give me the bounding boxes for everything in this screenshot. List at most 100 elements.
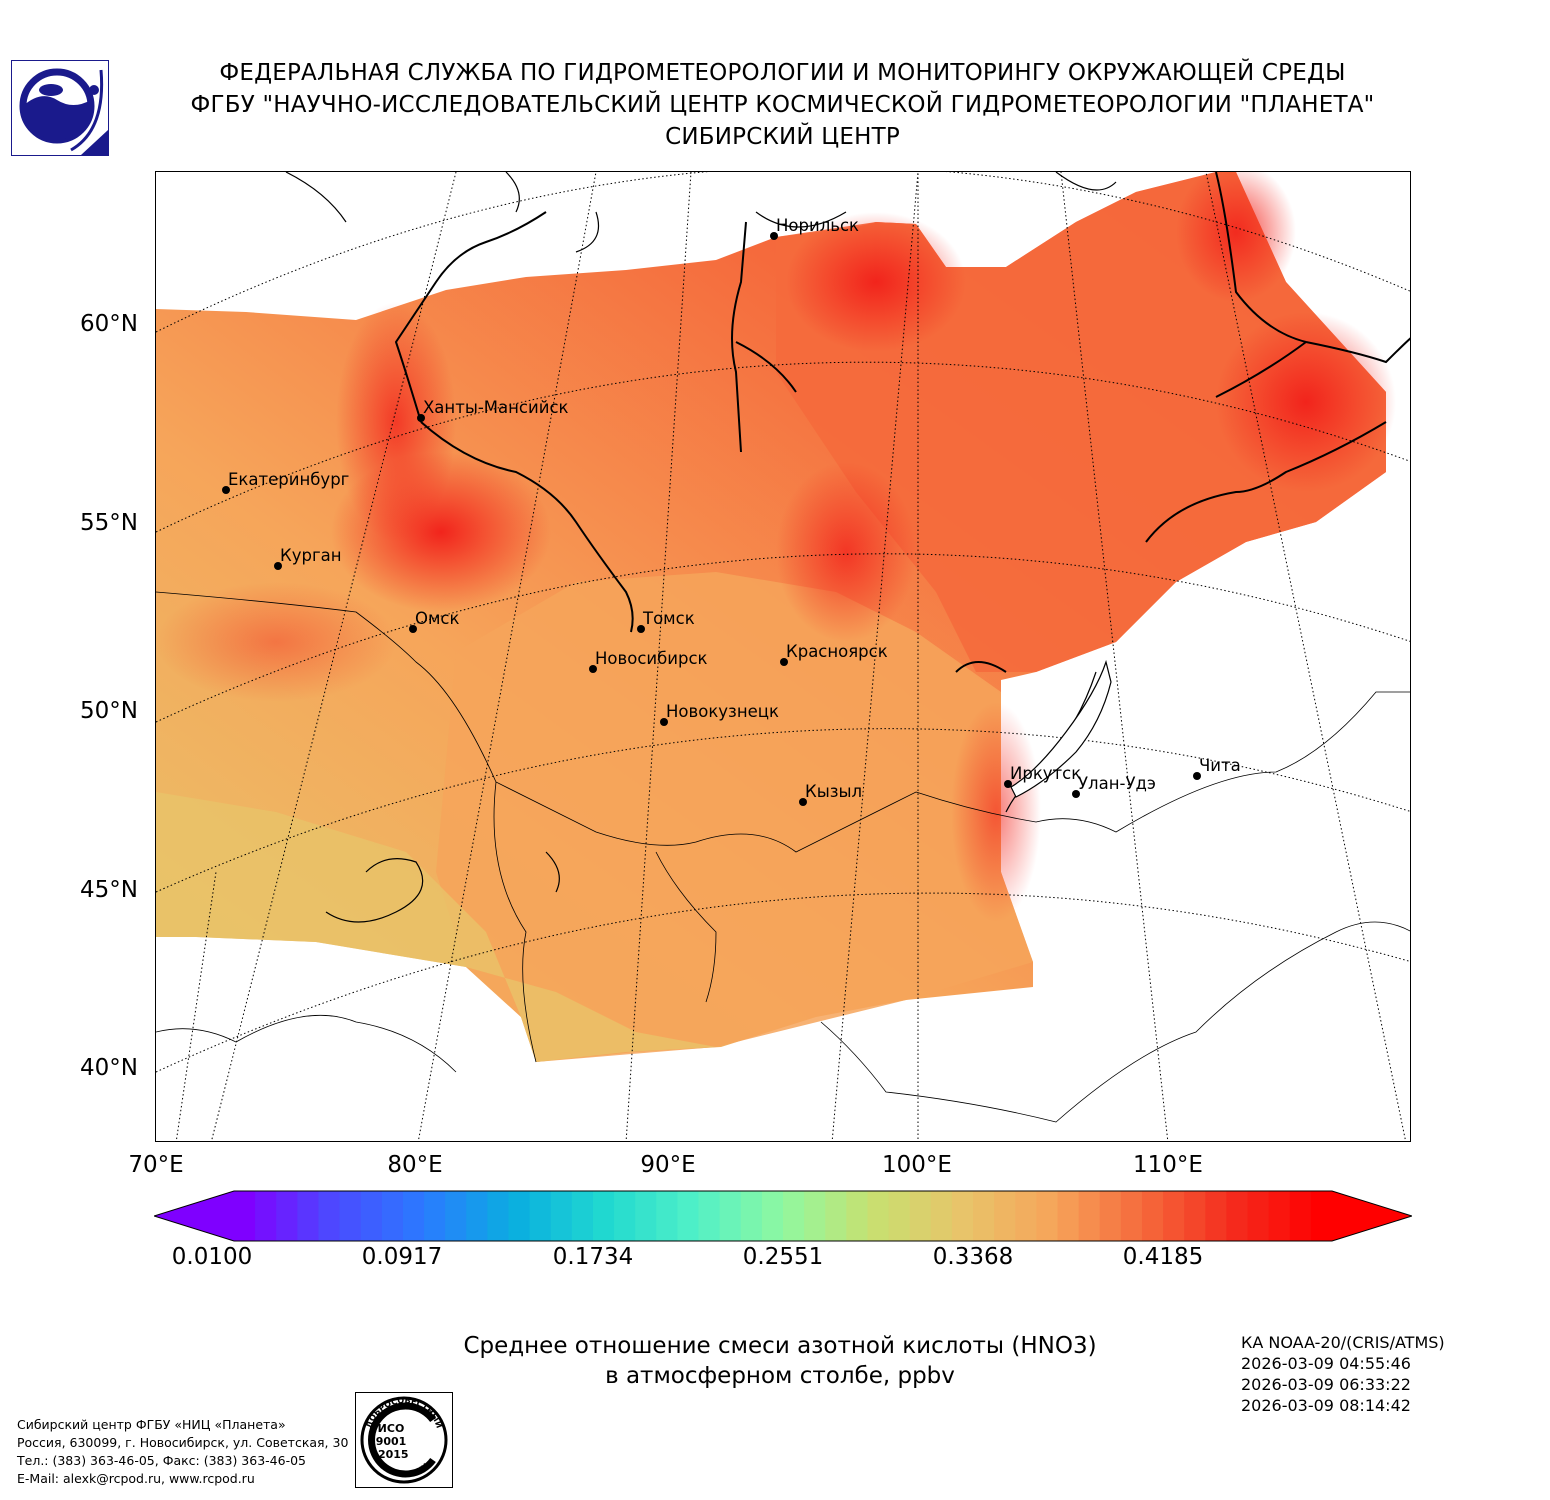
city-dot xyxy=(637,625,645,633)
colorbar-segment xyxy=(529,1191,552,1241)
city-label: Иркутск xyxy=(1010,764,1081,783)
iso-certification-stamp: ДОБРОСОВЕСТНЫЙ ПОСТАВЩИК ИСО 9001 -2015 xyxy=(355,1392,453,1488)
lat-label-55: 55°N xyxy=(80,510,138,536)
colorbar-segment xyxy=(402,1191,425,1241)
city-marker: Норильск xyxy=(770,216,859,240)
city-dot xyxy=(780,658,788,666)
colorbar-segment xyxy=(1184,1191,1206,1241)
lon-label-90: 90°E xyxy=(640,1152,696,1178)
map-canvas: Норильск Ханты-Мансийск Екатеринбург Курган… xyxy=(156,172,1410,1141)
city-dot xyxy=(770,232,778,240)
city-label: Омск xyxy=(415,609,460,628)
colorbar-segment xyxy=(888,1191,911,1241)
colorbar-segment xyxy=(466,1191,488,1241)
colorbar-segment xyxy=(508,1191,531,1241)
colorbar-segment xyxy=(867,1191,890,1241)
colorbar-segment xyxy=(1205,1191,1228,1241)
colorbar-segment xyxy=(614,1191,636,1241)
colorbar-segment xyxy=(783,1191,805,1241)
colorbar xyxy=(152,1190,1414,1242)
colorbar-segment xyxy=(1015,1191,1037,1241)
city-marker: Томск xyxy=(637,609,695,633)
colorbar-segment xyxy=(846,1191,869,1241)
colorbar-segment xyxy=(571,1191,594,1241)
colorbar-segment xyxy=(973,1191,995,1241)
pass-time-3: 2026-03-09 08:14:42 xyxy=(1241,1396,1411,1415)
product-title: Среднее отношение смеси азотной кислоты … xyxy=(463,1333,1097,1359)
colorbar-tick-2: 0.1734 xyxy=(552,1244,634,1270)
city-label: Курган xyxy=(280,546,342,565)
address-phone: Тел.: (383) 363-46-05, Факс: (383) 363-4… xyxy=(17,1453,307,1468)
borders xyxy=(156,591,1410,1123)
colorbar-segment xyxy=(825,1191,847,1241)
colorbar-tick-5: 0.4185 xyxy=(1122,1244,1204,1270)
lake-baikal xyxy=(1010,659,1112,798)
colorbar-segment xyxy=(804,1191,826,1241)
city-label: Новосибирск xyxy=(595,649,708,668)
colorbar-segment xyxy=(550,1191,573,1241)
colorbar-segment xyxy=(1120,1191,1143,1241)
colorbar-segment xyxy=(930,1191,953,1241)
product-subtitle: в атмосферном столбе, ppbv xyxy=(605,1363,955,1389)
city-label: Новокузнецк xyxy=(666,702,779,721)
lon-label-80: 80°E xyxy=(387,1152,443,1178)
colorbar-segment xyxy=(297,1191,320,1241)
city-marker: Екатеринбург xyxy=(222,470,349,494)
city-label: Кызыл xyxy=(805,782,862,801)
colorbar-segment xyxy=(339,1191,362,1241)
colorbar-segment xyxy=(677,1191,700,1241)
city-marker: Новокузнецк xyxy=(660,702,779,726)
lat-label-60: 60°N xyxy=(80,311,138,337)
city-marker: Иркутск xyxy=(1004,764,1081,788)
colorbar-segment xyxy=(1163,1191,1185,1241)
colorbar-segment xyxy=(360,1191,383,1241)
colorbar-segment xyxy=(1268,1191,1291,1241)
svg-text:9001: 9001 xyxy=(376,1435,407,1448)
address-street: Россия, 630099, г. Новосибирск, ул. Сове… xyxy=(17,1435,349,1450)
city-marker: Курган xyxy=(274,546,342,570)
city-dot xyxy=(1072,790,1080,798)
colorbar-max-extend xyxy=(1332,1191,1412,1241)
lat-label-45: 45°N xyxy=(80,877,138,903)
colorbar-segment xyxy=(318,1191,341,1241)
lat-label-50: 50°N xyxy=(80,698,138,724)
colorbar-segment xyxy=(1226,1191,1249,1241)
header-agency: ФЕДЕРАЛЬНАЯ СЛУЖБА ПО ГИДРОМЕТЕОРОЛОГИИ … xyxy=(219,60,1346,86)
header-institution: ФГБУ "НАУЧНО-ИССЛЕДОВАТЕЛЬСКИЙ ЦЕНТР КОС… xyxy=(190,92,1375,118)
city-dot xyxy=(589,665,597,673)
colorbar-segment xyxy=(1310,1191,1333,1241)
city-marker: Улан-Удэ xyxy=(1072,774,1156,798)
city-marker: Омск xyxy=(409,609,460,633)
city-dot xyxy=(417,414,425,422)
colorbar-segment xyxy=(698,1191,721,1241)
svg-text:-2015: -2015 xyxy=(373,1448,408,1461)
city-marker: Новосибирск xyxy=(589,649,708,673)
colorbar-min-extend xyxy=(154,1191,234,1241)
city-dot xyxy=(409,625,417,633)
colorbar-segment xyxy=(909,1191,932,1241)
lon-label-70: 70°E xyxy=(128,1152,184,1178)
colorbar-segment xyxy=(740,1191,763,1241)
satellite-instrument: КА NOAA-20/(CRIS/ATMS) xyxy=(1241,1333,1445,1352)
colorbar-segment xyxy=(761,1191,784,1241)
pass-time-2: 2026-03-09 06:33:22 xyxy=(1241,1375,1411,1394)
pass-time-1: 2026-03-09 04:55:46 xyxy=(1241,1354,1411,1373)
colorbar-tick-0: 0.0100 xyxy=(171,1244,253,1270)
city-dot xyxy=(222,486,230,494)
svg-text:ИСО: ИСО xyxy=(378,1422,405,1435)
planeta-logo xyxy=(11,60,109,156)
city-dot xyxy=(274,562,282,570)
colorbar-segment xyxy=(719,1191,742,1241)
header-center: СИБИРСКИЙ ЦЕНТР xyxy=(665,124,900,150)
city-label: Чита xyxy=(1199,756,1241,775)
lon-label-100: 100°E xyxy=(882,1152,952,1178)
city-marker: Красноярск xyxy=(780,642,888,666)
address-org: Сибирский центр ФГБУ «НИЦ «Планета» xyxy=(17,1417,286,1432)
colorbar-tick-3: 0.2551 xyxy=(742,1244,824,1270)
colorbar-segment xyxy=(656,1191,679,1241)
city-label: Красноярск xyxy=(786,642,888,661)
colorbar-tick-1: 0.0917 xyxy=(361,1244,443,1270)
lat-label-40: 40°N xyxy=(80,1055,138,1081)
colorbar-segment xyxy=(424,1191,446,1241)
colorbar-segment xyxy=(487,1191,510,1241)
